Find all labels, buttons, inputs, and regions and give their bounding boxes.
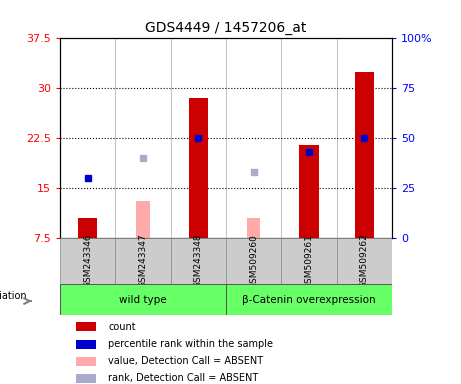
Bar — [247, 218, 260, 238]
Bar — [76, 357, 96, 366]
Text: wild type: wild type — [119, 295, 167, 305]
Bar — [226, 284, 392, 315]
Text: rank, Detection Call = ABSENT: rank, Detection Call = ABSENT — [108, 374, 258, 384]
Text: count: count — [108, 322, 136, 332]
Text: GSM243348: GSM243348 — [194, 234, 203, 288]
Bar — [60, 238, 115, 284]
Text: GSM243346: GSM243346 — [83, 234, 92, 288]
Bar — [115, 238, 171, 284]
Bar — [299, 145, 319, 238]
Text: GSM509262: GSM509262 — [360, 234, 369, 288]
Text: percentile rank within the sample: percentile rank within the sample — [108, 339, 273, 349]
Bar — [226, 238, 281, 284]
Title: GDS4449 / 1457206_at: GDS4449 / 1457206_at — [145, 21, 307, 35]
Bar — [60, 284, 226, 315]
Text: GSM243347: GSM243347 — [138, 234, 148, 288]
Bar — [189, 98, 208, 238]
Text: genotype/variation: genotype/variation — [0, 291, 27, 301]
Bar — [355, 72, 374, 238]
Bar — [78, 218, 97, 238]
Text: GSM509260: GSM509260 — [249, 234, 258, 288]
Text: value, Detection Call = ABSENT: value, Detection Call = ABSENT — [108, 356, 263, 366]
Bar — [337, 238, 392, 284]
Text: GSM509261: GSM509261 — [304, 234, 313, 288]
Bar — [76, 323, 96, 331]
Bar — [171, 238, 226, 284]
Bar — [281, 238, 337, 284]
Bar — [136, 202, 150, 238]
Bar — [76, 340, 96, 349]
Text: β-Catenin overexpression: β-Catenin overexpression — [242, 295, 376, 305]
Bar — [76, 374, 96, 383]
